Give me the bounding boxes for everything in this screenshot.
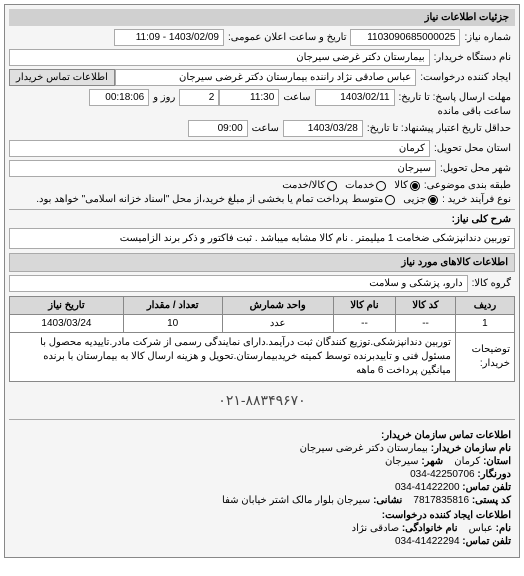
days-label: روز و — [149, 92, 179, 103]
c-org-value: بیمارستان دکتر غرضی سیرجان — [300, 443, 428, 454]
cell-code: -- — [396, 315, 456, 333]
creator-section-title: اطلاعات ایجاد کننده درخواست: — [13, 510, 511, 521]
radio-khadamat-label: خدمات — [345, 180, 374, 191]
goods-table: ردیف کد کالا نام کالا واحد شمارش تعداد /… — [9, 296, 515, 382]
announce-value: 1403/02/09 - 11:09 — [114, 29, 224, 46]
time-label-2: ساعت — [248, 123, 283, 134]
radio-kala[interactable] — [410, 181, 420, 191]
c-ctel-value: 034-41422294 — [395, 536, 460, 547]
radio-small[interactable] — [428, 195, 438, 205]
c-lname-label: نام خانوادگی: — [402, 523, 458, 534]
deadline-date: 1403/02/11 — [315, 89, 395, 106]
province-value: کرمان — [9, 140, 430, 157]
c-city-label: شهر: — [421, 456, 443, 467]
city-label: شهر محل تحویل: — [436, 163, 515, 174]
remain-label: ساعت باقی مانده — [434, 106, 515, 117]
radio-medium-label: متوسط — [352, 194, 383, 205]
buyer-label: نام دستگاه خریدار: — [430, 52, 515, 63]
th-date: تاریخ نیاز — [10, 297, 124, 315]
cell-name: -- — [333, 315, 395, 333]
days-remaining: 2 — [179, 89, 219, 106]
desc-label: شرح کلی نیاز: — [448, 214, 515, 225]
c-tel-value: 034-41422200 — [395, 482, 460, 493]
c-postcode-value: 7817835816 — [413, 495, 469, 506]
city-value: سیرجان — [9, 160, 436, 177]
contact-button[interactable]: اطلاعات تماس خریدار — [9, 69, 115, 86]
th-unit: واحد شمارش — [222, 297, 333, 315]
category-radios: کالا خدمات کالا/خدمت — [282, 180, 420, 191]
validity-date: 1403/03/28 — [283, 120, 363, 137]
c-name-value: عباس — [469, 523, 493, 534]
c-province-value: کرمان — [454, 456, 480, 467]
time-label-1: ساعت — [279, 92, 314, 103]
request-number: 1103090685000025 — [350, 29, 460, 46]
deadline-time: 11:30 — [219, 89, 279, 106]
deadline-label: مهلت ارسال پاسخ: تا تاریخ: — [395, 92, 515, 103]
c-fax-label: دورنگار: — [477, 469, 511, 480]
buyer-value: بیمارستان دکتر غرضی سیرجان — [9, 49, 430, 66]
th-name: نام کالا — [333, 297, 395, 315]
c-ctel-label: تلفن تماس: — [462, 536, 511, 547]
description-box: توربین دندانپزشکی ضخامت 1 میلیمتر . نام … — [9, 228, 515, 249]
validity-time: 09:00 — [188, 120, 248, 137]
process-label: نوع فرآیند خرید : — [438, 194, 515, 205]
process-radios: جزیی متوسط — [352, 194, 438, 205]
c-name-label: نام: — [496, 523, 511, 534]
goods-section-title: اطلاعات کالاهای مورد نیاز — [9, 253, 515, 272]
radio-kala-khadamat[interactable] — [327, 181, 337, 191]
validity-label: حداقل تاریخ اعتبار پیشنهاد: تا تاریخ: — [363, 123, 515, 134]
radio-medium[interactable] — [385, 195, 395, 205]
radio-small-label: جزیی — [403, 194, 426, 205]
c-postcode-label: کد پستی: — [472, 495, 511, 506]
payment-note: پرداخت تمام یا بخشی از مبلغ خرید،از محل … — [9, 194, 352, 205]
group-label: طبقه بندی موضوعی: — [420, 180, 515, 191]
announce-label: تاریخ و ساعت اعلان عمومی: — [224, 32, 351, 43]
c-fax-value: 034-42250706 — [410, 469, 475, 480]
cell-qty: 10 — [123, 315, 222, 333]
goods-group-value: دارو، پزشکی و سلامت — [9, 275, 468, 292]
th-row: ردیف — [455, 297, 514, 315]
province-label: استان محل تحویل: — [430, 143, 515, 154]
notes-text-cell: توربین دندانپزشکی.توزیع کنندگان ثبت درآی… — [10, 333, 456, 382]
c-province-label: استان: — [483, 456, 511, 467]
table-row: 1 -- -- عدد 10 1403/03/24 — [10, 315, 515, 333]
creator-value: عباس صادقی نژاد راننده بیمارستان دکتر غر… — [115, 69, 416, 86]
radio-kala-label: کالا — [394, 180, 408, 191]
cell-unit: عدد — [222, 315, 333, 333]
c-tel-label: تلفن تماس: — [462, 482, 511, 493]
panel-title: جزئیات اطلاعات نیاز — [9, 9, 515, 26]
th-qty: تعداد / مقدار — [123, 297, 222, 315]
c-city-value: سیرجان — [385, 456, 419, 467]
notes-label-cell: توضیحات خریدار: — [455, 333, 514, 382]
cell-date: 1403/03/24 — [10, 315, 124, 333]
time-remaining: 00:18:06 — [89, 89, 149, 106]
phone-number: ۰۲۱-۸۸۳۴۹۶۷۰ — [9, 386, 515, 415]
c-address-label: نشانی: — [373, 495, 402, 506]
c-org-label: نام سازمان خریدار: — [431, 443, 511, 454]
c-address-value: سیرجان بلوار مالک اشتر خیابان شفا — [222, 495, 370, 506]
cell-idx: 1 — [455, 315, 514, 333]
contact-section-title: اطلاعات تماس سازمان خریدار: — [13, 430, 511, 441]
radio-khadamat[interactable] — [376, 181, 386, 191]
creator-label: ایجاد کننده درخواست: — [416, 72, 515, 83]
th-code: کد کالا — [396, 297, 456, 315]
c-lname-value: صادقی نژاد — [352, 523, 399, 534]
notes-row: توضیحات خریدار: توربین دندانپزشکی.توزیع … — [10, 333, 515, 382]
radio-kala-khadamat-label: کالا/خدمت — [282, 180, 325, 191]
number-label: شماره نیاز: — [460, 32, 515, 43]
goods-group-label: گروه کالا: — [468, 278, 515, 289]
